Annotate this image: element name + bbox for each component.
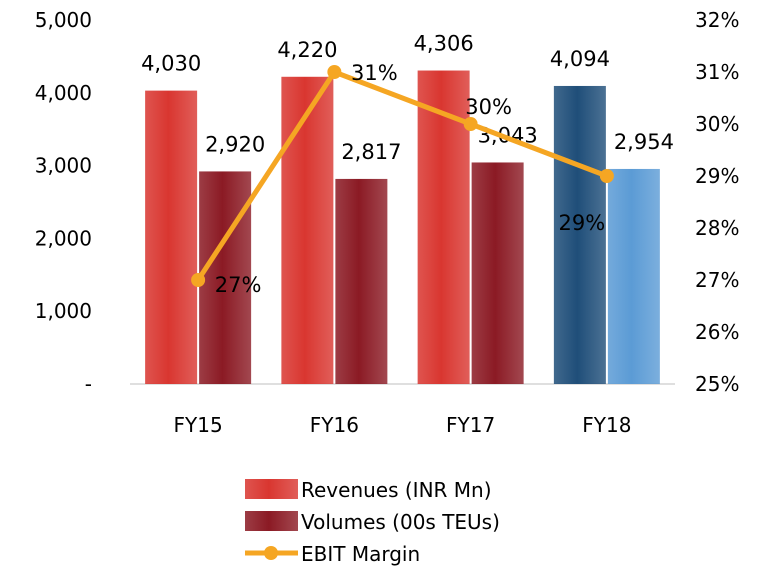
revenue-data-label: 4,030 xyxy=(141,52,201,76)
volume-data-label: 2,817 xyxy=(341,140,401,164)
right-axis-tick-label: 28% xyxy=(695,216,739,240)
ebit-margin-data-label: 27% xyxy=(215,273,262,297)
revenue-bar xyxy=(417,70,470,385)
ebit-margin-data-label: 31% xyxy=(351,61,398,85)
right-axis-tick-label: 32% xyxy=(695,8,739,32)
x-axis-tick-label: FY16 xyxy=(310,413,359,437)
ebit-margin-point xyxy=(599,169,614,183)
right-axis-tick-label: 27% xyxy=(695,268,739,292)
ebit-margin-point xyxy=(463,117,478,131)
volume-bar xyxy=(471,162,524,384)
ebit-margin-data-label: 30% xyxy=(465,95,512,119)
right-axis-tick-label: 31% xyxy=(695,60,739,84)
x-axis-tick-label: FY15 xyxy=(174,413,223,437)
legend-volume-label: Volumes (00s TEUs) xyxy=(301,510,500,534)
ebit-margin-line xyxy=(196,69,608,282)
legend-volume-swatch xyxy=(245,511,298,531)
left-axis-tick-label: 2,000 xyxy=(35,226,92,250)
x-axis-tick-label: FY17 xyxy=(446,413,495,437)
revenue-bar xyxy=(145,90,198,384)
x-axis-tick-label: FY18 xyxy=(582,413,631,437)
revenue-data-label: 4,306 xyxy=(414,32,474,56)
legend-ebit-label: EBIT Margin xyxy=(301,542,420,566)
revenue-bar xyxy=(553,85,606,385)
volume-bar xyxy=(335,178,388,384)
legend-ebit-marker xyxy=(264,546,278,560)
left-axis-tick-label: 3,000 xyxy=(35,154,92,178)
right-axis-tick-label: 26% xyxy=(695,320,739,344)
legend-revenue-label: Revenues (INR Mn) xyxy=(301,478,492,502)
legend-revenue-swatch xyxy=(245,479,298,499)
revenue-data-label: 4,220 xyxy=(277,38,337,62)
left-axis-tick-label: 1,000 xyxy=(35,299,92,323)
right-axis-tick-label: 29% xyxy=(695,164,739,188)
right-axis-tick-label: 30% xyxy=(695,112,739,136)
ebit-margin-data-label: 29% xyxy=(559,211,606,235)
volume-bar xyxy=(607,168,660,384)
revenue-data-label: 4,094 xyxy=(550,47,610,71)
ebit-margin-point xyxy=(191,273,206,287)
volume-data-label: 2,920 xyxy=(205,132,265,156)
left-axis-tick-label: - xyxy=(85,372,92,396)
volume-data-label: 2,954 xyxy=(614,130,674,154)
revenue-bar xyxy=(281,76,334,384)
left-axis-tick-label: 4,000 xyxy=(35,81,92,105)
right-axis-tick-label: 25% xyxy=(695,372,739,396)
left-axis-tick-label: 5,000 xyxy=(35,8,92,32)
ebit-margin-point xyxy=(327,65,342,79)
volume-bar xyxy=(199,171,252,384)
